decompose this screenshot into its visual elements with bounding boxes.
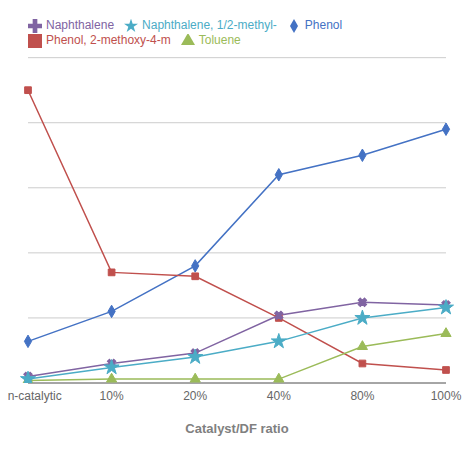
svg-text:40%: 40% bbox=[267, 389, 291, 403]
html-text:Naphthalene: Naphthalene bbox=[46, 18, 115, 32]
svg-text:100%: 100% bbox=[431, 389, 462, 403]
svg-text:80%: 80% bbox=[350, 389, 374, 403]
svg-text:Catalyst/DF ratio: Catalyst/DF ratio bbox=[185, 421, 288, 436]
html-text:Naphthalene, 1/2-methyl-: Naphthalene, 1/2-methyl- bbox=[142, 18, 277, 32]
html-text:Phenol: Phenol bbox=[304, 18, 343, 32]
svg-text:20%: 20% bbox=[183, 389, 207, 403]
html-text:Toluene: Toluene bbox=[198, 32, 241, 47]
html-text:Phenol, 2-methoxy-4-m: Phenol, 2-methoxy-4-m bbox=[46, 32, 171, 47]
svg-text:10%: 10% bbox=[100, 389, 124, 403]
svg-text:non-catalytic: non-catalytic bbox=[8, 389, 62, 403]
